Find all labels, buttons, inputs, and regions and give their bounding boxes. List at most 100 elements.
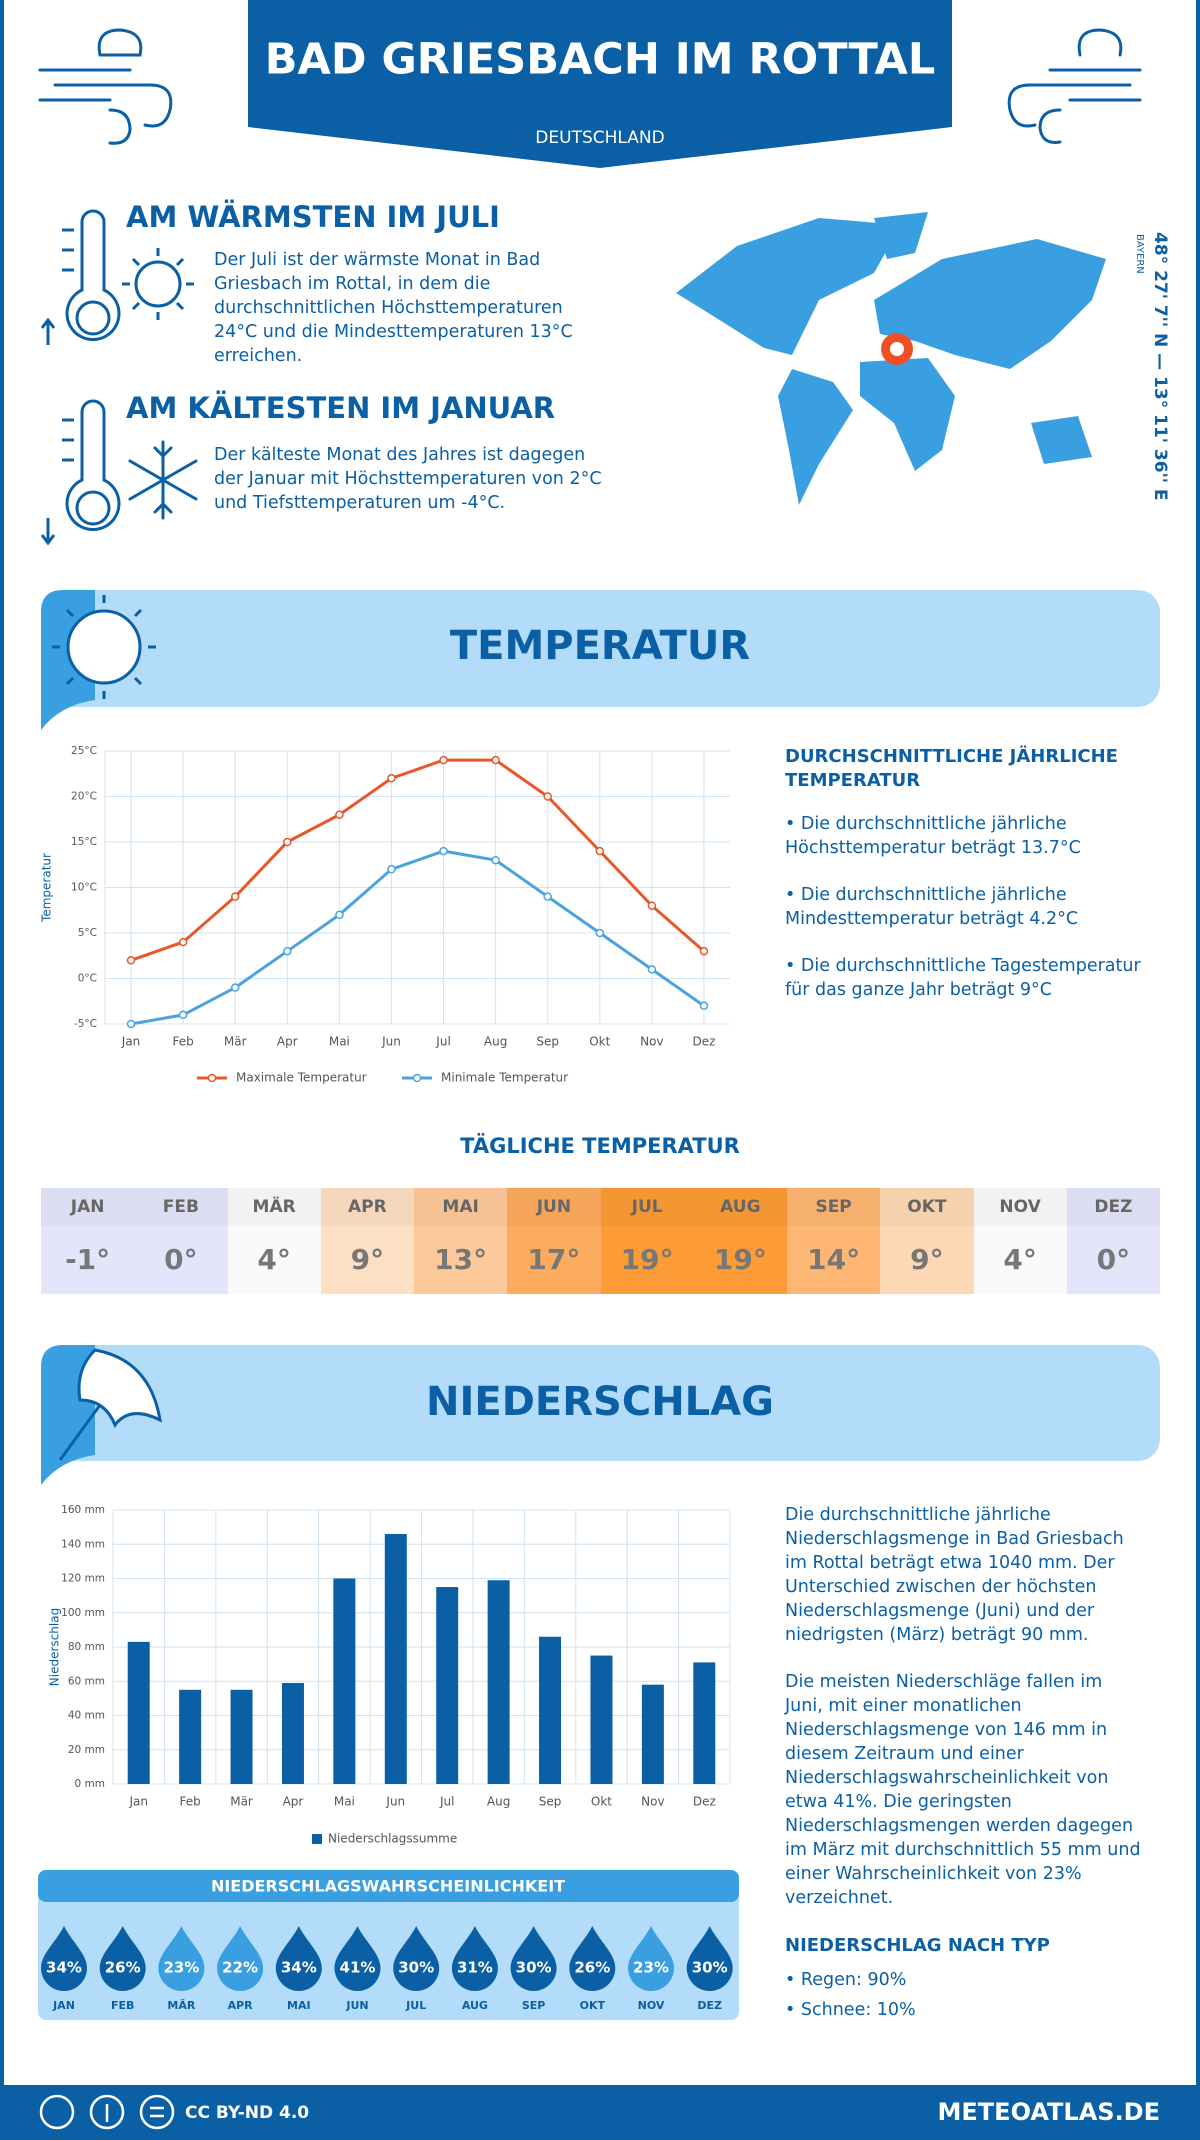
month-header: AUG xyxy=(694,1188,787,1226)
probability-label: 23% xyxy=(633,1959,669,1977)
legend-point xyxy=(412,1073,422,1083)
table-title: TÄGLICHE TEMPERATUR xyxy=(460,1133,740,1158)
site-name[interactable]: METEOATLAS.DE xyxy=(938,2098,1160,2126)
bar xyxy=(384,1533,407,1784)
probability-drop xyxy=(686,1926,733,1991)
warmest-title: AM WÄRMSTEN IM JULI xyxy=(126,200,500,234)
table-column: OKT 9° xyxy=(880,1188,974,1294)
y-axis-label: Niederschlag xyxy=(48,1608,62,1686)
table-column: NOV 4° xyxy=(973,1188,1067,1294)
month-header: FEB xyxy=(134,1188,227,1226)
month-header: MAI xyxy=(414,1188,507,1226)
probability-drop xyxy=(41,1926,87,1991)
temperature-value: 0° xyxy=(1096,1243,1131,1276)
x-tick-label: Aug xyxy=(484,1035,507,1049)
y-tick-label: 160 mm xyxy=(61,1504,105,1516)
y-tick-label: 100 mm xyxy=(61,1607,105,1619)
probability-month: JUL xyxy=(405,1999,426,2012)
x-tick-label: Aug xyxy=(487,1795,510,1809)
probability-label: 34% xyxy=(281,1959,317,1977)
location-marker xyxy=(890,342,904,356)
point xyxy=(178,1010,188,1020)
table-column: JAN -1° xyxy=(41,1188,135,1294)
probability-panel xyxy=(38,1870,739,2020)
footer-band xyxy=(0,2085,1200,2140)
month-header: SEP xyxy=(787,1188,880,1226)
probability-drop xyxy=(451,1926,498,1991)
table-column: DEZ 0° xyxy=(1066,1188,1160,1294)
point xyxy=(335,910,344,920)
table-column: JUL 19° xyxy=(600,1188,694,1294)
table-column: MAI 13° xyxy=(414,1188,508,1294)
temperature-value: 9° xyxy=(910,1243,944,1276)
temperature-value: 9° xyxy=(350,1243,385,1276)
x-tick-label: Okt xyxy=(591,1795,612,1809)
temperature-value: 19° xyxy=(713,1243,767,1276)
wind-icon xyxy=(1007,28,1142,144)
license-icons xyxy=(39,2094,175,2130)
line xyxy=(130,758,705,962)
y-tick-label: -5°C xyxy=(74,1018,97,1030)
bar xyxy=(179,1689,202,1784)
probability-label: 31% xyxy=(457,1959,493,1977)
month-header: JUL xyxy=(601,1188,694,1226)
y-tick-label: 25°C xyxy=(71,745,97,757)
legend-point xyxy=(207,1073,217,1083)
thermometer-icon xyxy=(40,209,121,345)
table-column: AUG 19° xyxy=(693,1188,787,1294)
type-item: • Schnee: 10% xyxy=(785,2000,916,2020)
table-column: JUN 17° xyxy=(507,1188,601,1294)
x-tick-label: Jun xyxy=(381,1035,401,1049)
y-tick-label: 0°C xyxy=(78,973,97,985)
x-tick-label: Nov xyxy=(641,1795,664,1809)
probability-drop xyxy=(217,1926,264,1991)
probability-drop xyxy=(510,1926,557,1992)
coordinates: 48° 27' 7'' N — 13° 11' 36'' E xyxy=(1150,232,1170,501)
month-header: OKT xyxy=(880,1188,973,1226)
section-banner xyxy=(41,1345,1160,1461)
probability-label: 30% xyxy=(516,1959,552,1977)
y-tick-label: 120 mm xyxy=(61,1573,105,1585)
bar xyxy=(281,1682,304,1784)
temperature-value: -1° xyxy=(65,1243,111,1276)
section-banner xyxy=(41,590,1160,707)
x-tick-label: Feb xyxy=(173,1035,194,1049)
table-column: FEB 0° xyxy=(134,1188,228,1294)
summary-item: • Die durchschnittliche jährliche Höchst… xyxy=(785,814,1081,858)
bar xyxy=(641,1684,664,1784)
probability-label: 30% xyxy=(692,1959,728,1977)
y-tick-label: 80 mm xyxy=(68,1641,105,1653)
x-tick-label: Dez xyxy=(693,1795,716,1809)
point xyxy=(699,946,709,956)
x-tick-label: Sep xyxy=(539,1795,562,1809)
x-tick-label: Jul xyxy=(435,1035,450,1049)
x-tick-label: Dez xyxy=(692,1035,715,1049)
y-tick-label: 10°C xyxy=(71,882,97,894)
y-tick-label: 15°C xyxy=(71,836,97,848)
x-tick-label: Apr xyxy=(283,1795,304,1809)
probability-label: 23% xyxy=(163,1959,199,1977)
temperature-value: 13° xyxy=(434,1243,488,1276)
point xyxy=(491,755,500,765)
sun-icon xyxy=(52,595,156,699)
legend-label: Minimale Temperatur xyxy=(441,1071,568,1085)
coldest-text: Der kälteste Monat des Jahres ist dagege… xyxy=(214,445,602,513)
summary-item: • Die durchschnittliche jährliche Mindes… xyxy=(785,885,1079,929)
point xyxy=(126,956,136,965)
temperature-value: 17° xyxy=(527,1243,581,1276)
bar xyxy=(487,1580,510,1784)
section-title: TEMPERATUR xyxy=(450,623,750,669)
bar xyxy=(230,1689,253,1784)
type-item: • Regen: 90% xyxy=(785,1970,907,1990)
x-tick-label: Mär xyxy=(224,1035,247,1049)
table-column: SEP 14° xyxy=(787,1188,881,1294)
point xyxy=(647,965,657,974)
point xyxy=(543,892,552,901)
header-band xyxy=(248,0,952,168)
probability-label: 26% xyxy=(574,1959,610,1977)
summary-title: DURCHSCHNITTLICHE JÄHRLICHE TEMPERATUR xyxy=(785,746,1118,791)
probability-drop xyxy=(99,1926,146,1991)
probability-label: 22% xyxy=(222,1959,258,1977)
point xyxy=(491,855,500,865)
